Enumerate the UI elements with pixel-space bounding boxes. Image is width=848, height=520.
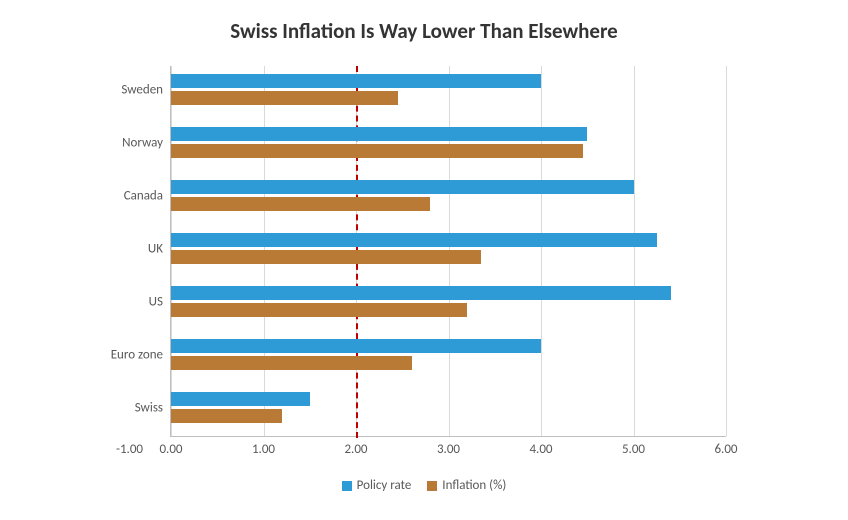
gridline (726, 66, 727, 436)
category-row: Swiss (171, 384, 726, 432)
category-row: UK (171, 225, 726, 273)
category-row: Sweden (171, 66, 726, 114)
bar-policy-rate (171, 339, 541, 353)
bar-inflation (171, 250, 481, 264)
category-label: US (149, 296, 171, 309)
x-tick-label: 5.00 (622, 436, 645, 457)
category-label: Sweden (121, 84, 171, 97)
x-tick-label: 1.00 (252, 436, 275, 457)
legend: Policy rate Inflation (%) (0, 478, 848, 493)
bar-inflation (171, 303, 467, 317)
category-label: Norway (122, 137, 171, 150)
bar-inflation (171, 356, 412, 370)
bar-policy-rate (171, 286, 671, 300)
bar-policy-rate (171, 233, 657, 247)
legend-label: Inflation (%) (442, 478, 506, 493)
bar-inflation (171, 409, 282, 423)
legend-label: Policy rate (357, 478, 412, 493)
bar-inflation (171, 197, 430, 211)
bar-policy-rate (171, 74, 541, 88)
legend-item-policy-rate: Policy rate (342, 478, 412, 493)
bar-policy-rate (171, 392, 310, 406)
inflation-bar-chart: Swiss Inflation Is Way Lower Than Elsewh… (0, 0, 848, 520)
legend-swatch (342, 481, 352, 491)
category-label: Euro zone (111, 349, 171, 362)
x-tick-label: 6.00 (714, 436, 737, 457)
category-label: Canada (124, 190, 171, 203)
x-tick-label: 0.00 (159, 436, 182, 457)
bar-inflation (171, 144, 583, 158)
legend-item-inflation: Inflation (%) (427, 478, 506, 493)
bar-policy-rate (171, 127, 587, 141)
bar-policy-rate (171, 180, 634, 194)
category-label: Swiss (135, 402, 171, 415)
category-label: UK (148, 243, 171, 256)
bar-inflation (171, 91, 398, 105)
x-tick-label: 2.00 (344, 436, 367, 457)
category-row: Euro zone (171, 331, 726, 379)
legend-swatch (427, 481, 437, 491)
plot-area: -1.00 0.00 1.00 2.00 3.00 4.00 5.00 6.00… (170, 66, 726, 437)
category-row: US (171, 278, 726, 326)
category-row: Canada (171, 172, 726, 220)
x-tick-label: 3.00 (437, 436, 460, 457)
category-row: Norway (171, 119, 726, 167)
x-tick-label: 4.00 (529, 436, 552, 457)
chart-title: Swiss Inflation Is Way Lower Than Elsewh… (0, 18, 848, 44)
